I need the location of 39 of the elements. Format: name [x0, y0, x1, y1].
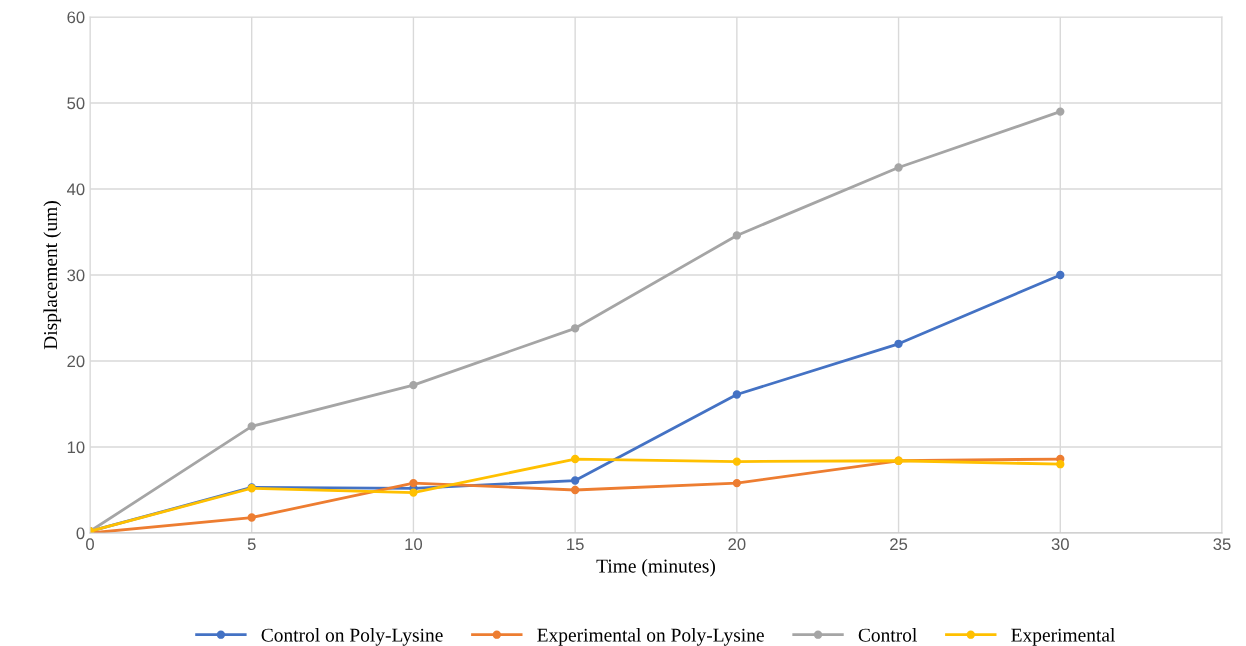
- x-tick-label: 15: [567, 538, 584, 551]
- point: [570, 324, 580, 333]
- legend-label: Control: [858, 628, 917, 642]
- x-tick-label: 10: [405, 538, 423, 551]
- point: [732, 457, 742, 466]
- legend-label: Experimental on Poly-Lysine: [537, 628, 764, 646]
- x-tick-label: 5: [247, 538, 256, 551]
- point: [894, 339, 903, 348]
- point: [732, 390, 742, 399]
- legend-label: Experimental: [1011, 628, 1115, 646]
- point: [1056, 460, 1065, 469]
- point: [1056, 107, 1065, 116]
- point: [409, 380, 418, 390]
- x-tick-label: 20: [728, 538, 746, 551]
- x-tick-label: 25: [890, 538, 908, 551]
- x-tick-label: 30: [1051, 538, 1069, 551]
- y-tick-label: 40: [66, 183, 85, 196]
- x-axis-title: Time (minutes): [596, 558, 716, 577]
- point: [570, 485, 580, 495]
- point: [732, 231, 742, 240]
- y-tick-label: 10: [67, 441, 85, 454]
- legend-label: Control on Poly-Lysine: [261, 628, 443, 646]
- point: [1056, 270, 1065, 280]
- x-tick-label: 0: [86, 538, 94, 551]
- x-tick-label: 35: [1213, 538, 1231, 551]
- y-tick-label: 60: [67, 11, 85, 24]
- y-tick-label: 0: [76, 527, 85, 540]
- point: [409, 488, 418, 497]
- y-tick-label: 20: [67, 355, 85, 368]
- point: [732, 478, 742, 488]
- y-tick-label: 30: [67, 269, 85, 282]
- point: [247, 422, 256, 431]
- point: [570, 454, 580, 464]
- point: [409, 478, 418, 488]
- y-tick-label: 50: [67, 97, 85, 110]
- point: [570, 476, 580, 485]
- point: [894, 163, 903, 172]
- y-axis-title: Displacement (um): [43, 201, 62, 350]
- point: [247, 513, 256, 522]
